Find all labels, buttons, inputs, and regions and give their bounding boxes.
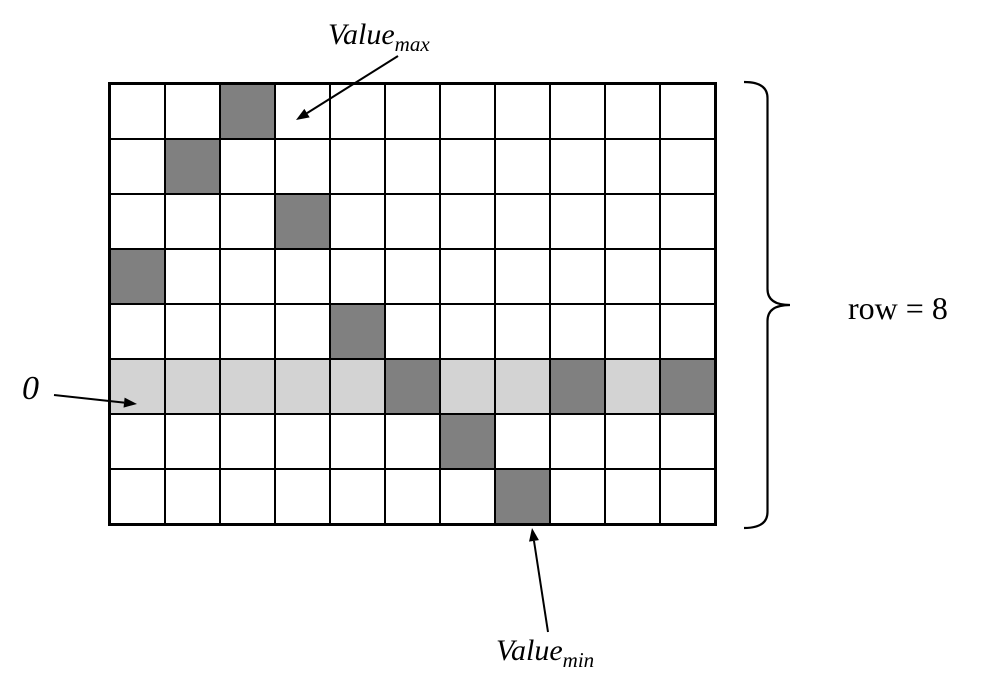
grid-cell	[275, 469, 330, 524]
grid-cell	[330, 249, 385, 304]
grid-cell	[110, 469, 165, 524]
grid-cell	[165, 84, 220, 139]
figure-canvas: Valuemax Valuemin 0 row = 8	[0, 0, 1000, 687]
grid-cell	[330, 359, 385, 414]
grid-cell	[660, 304, 715, 359]
grid-cell	[550, 249, 605, 304]
grid-cell	[110, 84, 165, 139]
grid-cell	[440, 359, 495, 414]
grid-cell	[550, 359, 605, 414]
grid-cell	[605, 194, 660, 249]
grid-cell	[275, 249, 330, 304]
grid-cell	[275, 139, 330, 194]
grid-cell	[440, 414, 495, 469]
grid-cell	[660, 249, 715, 304]
grid-cell	[550, 304, 605, 359]
arrow-to-zero	[42, 383, 149, 416]
grid-cell	[165, 359, 220, 414]
grid-cell	[605, 139, 660, 194]
grid-cell	[660, 139, 715, 194]
grid-cell	[495, 414, 550, 469]
grid-cell	[110, 249, 165, 304]
grid-cell	[440, 84, 495, 139]
grid-cell	[605, 469, 660, 524]
grid-cell	[660, 84, 715, 139]
row-brace	[740, 82, 810, 528]
grid-cell	[495, 304, 550, 359]
grid-cell	[440, 139, 495, 194]
grid-cell	[220, 194, 275, 249]
grid-cell	[660, 414, 715, 469]
grid-cell	[165, 194, 220, 249]
value-min-sub: min	[563, 648, 595, 672]
grid-cell	[440, 249, 495, 304]
grid-cell	[220, 249, 275, 304]
grid-cell	[110, 139, 165, 194]
grid-cell	[495, 84, 550, 139]
label-zero: 0	[22, 370, 39, 408]
grid-cell	[220, 414, 275, 469]
grid-cell	[385, 359, 440, 414]
grid-cell	[275, 414, 330, 469]
grid-cell	[330, 414, 385, 469]
label-row-count: row = 8	[848, 290, 948, 327]
grid-cell	[440, 469, 495, 524]
grid-cell	[660, 194, 715, 249]
grid-cell	[550, 84, 605, 139]
grid-cell	[385, 249, 440, 304]
grid-cell	[330, 139, 385, 194]
grid-cell	[220, 139, 275, 194]
grid-cell	[275, 359, 330, 414]
grid-cell	[220, 359, 275, 414]
grid-cell	[550, 139, 605, 194]
grid-cell	[110, 194, 165, 249]
grid-cell	[605, 414, 660, 469]
grid-cell	[385, 414, 440, 469]
grid-cell	[165, 414, 220, 469]
grid-cell	[330, 194, 385, 249]
grid-cell	[385, 194, 440, 249]
grid-cell	[165, 304, 220, 359]
grid-cell	[385, 304, 440, 359]
grid-cell	[660, 469, 715, 524]
grid-cell	[220, 304, 275, 359]
grid-cell	[605, 249, 660, 304]
grid-cell	[495, 139, 550, 194]
grid-cell	[165, 469, 220, 524]
grid-cell	[605, 359, 660, 414]
grid-cell	[165, 139, 220, 194]
grid-cell	[385, 469, 440, 524]
matrix-grid	[108, 82, 717, 526]
grid-cell	[275, 194, 330, 249]
grid-cell	[220, 84, 275, 139]
grid-cell	[550, 414, 605, 469]
grid-cell	[440, 304, 495, 359]
grid-cell	[110, 304, 165, 359]
grid-cell	[550, 194, 605, 249]
arrow-to-value-max	[284, 44, 410, 132]
grid-cell	[660, 359, 715, 414]
grid-cell	[495, 359, 550, 414]
grid-cell	[495, 194, 550, 249]
grid-cell	[275, 304, 330, 359]
grid-cell	[605, 84, 660, 139]
grid-cell	[440, 194, 495, 249]
grid-cell	[330, 469, 385, 524]
grid-cell	[165, 249, 220, 304]
grid-cell	[495, 249, 550, 304]
arrow-to-value-min	[520, 516, 560, 644]
grid-cell	[605, 304, 660, 359]
grid-cell	[220, 469, 275, 524]
grid-cell	[330, 304, 385, 359]
grid-cell	[385, 139, 440, 194]
grid-cell	[110, 414, 165, 469]
